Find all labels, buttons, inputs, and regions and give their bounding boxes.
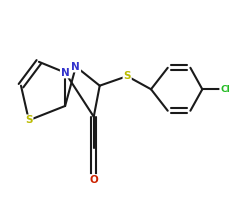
Text: N: N: [72, 62, 80, 72]
Text: Cl: Cl: [220, 85, 230, 94]
Text: S: S: [25, 115, 33, 125]
Text: N: N: [61, 68, 70, 78]
Text: S: S: [123, 71, 131, 81]
Text: O: O: [89, 175, 98, 185]
